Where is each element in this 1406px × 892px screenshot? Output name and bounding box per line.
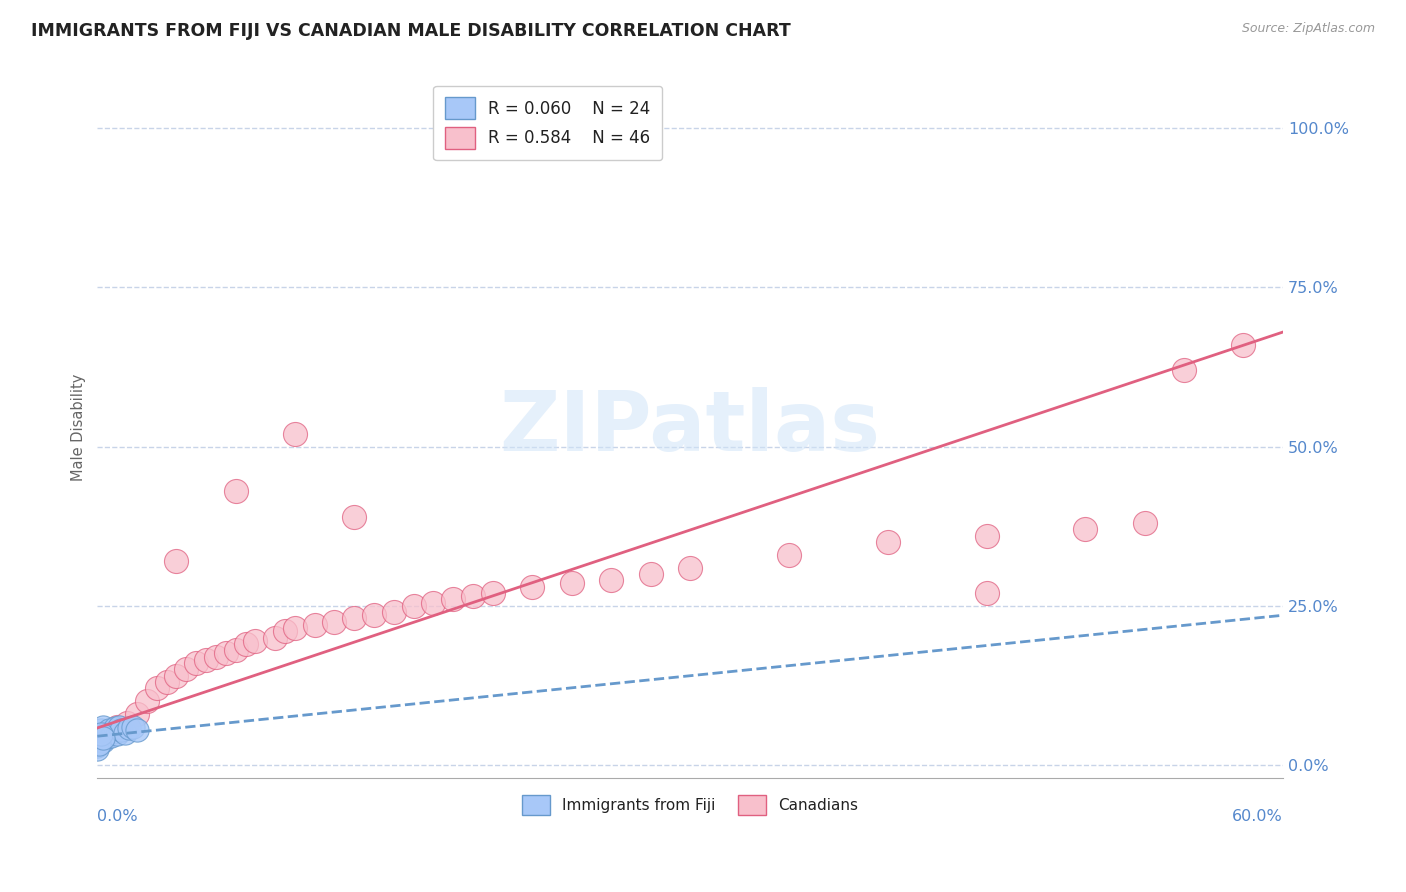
Point	[245, 633, 267, 648]
Point	[235, 637, 257, 651]
Point	[186, 656, 208, 670]
Point	[90, 727, 112, 741]
Point	[125, 706, 148, 721]
Point	[343, 509, 366, 524]
Point	[205, 649, 228, 664]
Point	[90, 732, 112, 747]
Y-axis label: Male Disability: Male Disability	[72, 374, 86, 481]
Point	[89, 738, 111, 752]
Point	[264, 631, 287, 645]
Point	[561, 576, 583, 591]
Point	[461, 589, 484, 603]
Point	[96, 726, 118, 740]
Point	[125, 723, 148, 737]
Point	[89, 735, 111, 749]
Point	[402, 599, 425, 613]
Point	[91, 733, 114, 747]
Point	[215, 647, 238, 661]
Point	[274, 624, 297, 639]
Point	[89, 729, 111, 743]
Point	[100, 729, 122, 743]
Point	[600, 574, 623, 588]
Point	[108, 720, 131, 734]
Point	[90, 723, 112, 737]
Point	[284, 426, 307, 441]
Point	[778, 548, 800, 562]
Text: 0.0%: 0.0%	[97, 809, 138, 824]
Point	[323, 615, 346, 629]
Text: IMMIGRANTS FROM FIJI VS CANADIAN MALE DISABILITY CORRELATION CHART: IMMIGRANTS FROM FIJI VS CANADIAN MALE DI…	[31, 22, 790, 40]
Point	[1133, 516, 1156, 530]
Point	[481, 134, 503, 148]
Point	[679, 560, 702, 574]
Point	[118, 721, 141, 735]
Text: Source: ZipAtlas.com: Source: ZipAtlas.com	[1241, 22, 1375, 36]
Point	[284, 621, 307, 635]
Point	[94, 731, 117, 745]
Point	[441, 592, 464, 607]
Point	[174, 662, 197, 676]
Point	[122, 720, 145, 734]
Point	[640, 566, 662, 581]
Point	[225, 484, 247, 499]
Point	[481, 586, 503, 600]
Point	[104, 721, 127, 735]
Point	[976, 586, 998, 600]
Point	[195, 653, 218, 667]
Point	[165, 669, 187, 683]
Point	[105, 727, 128, 741]
Point	[363, 608, 385, 623]
Point	[1232, 338, 1254, 352]
Point	[520, 580, 543, 594]
Point	[165, 554, 187, 568]
Point	[976, 529, 998, 543]
Point	[86, 742, 108, 756]
Point	[101, 724, 124, 739]
Point	[114, 726, 136, 740]
Point	[1074, 522, 1097, 536]
Point	[1173, 363, 1195, 377]
Point	[155, 675, 177, 690]
Point	[110, 723, 132, 737]
Point	[876, 535, 898, 549]
Point	[145, 681, 167, 696]
Point	[98, 723, 121, 737]
Legend: Immigrants from Fiji, Canadians: Immigrants from Fiji, Canadians	[515, 788, 866, 822]
Point	[304, 617, 326, 632]
Point	[422, 595, 444, 609]
Point	[105, 720, 128, 734]
Point	[86, 739, 108, 753]
Point	[91, 720, 114, 734]
Text: ZIPatlas: ZIPatlas	[499, 387, 880, 468]
Point	[135, 694, 157, 708]
Point	[91, 731, 114, 745]
Point	[382, 605, 405, 619]
Point	[115, 716, 138, 731]
Point	[225, 643, 247, 657]
Text: 60.0%: 60.0%	[1232, 809, 1282, 824]
Point	[343, 611, 366, 625]
